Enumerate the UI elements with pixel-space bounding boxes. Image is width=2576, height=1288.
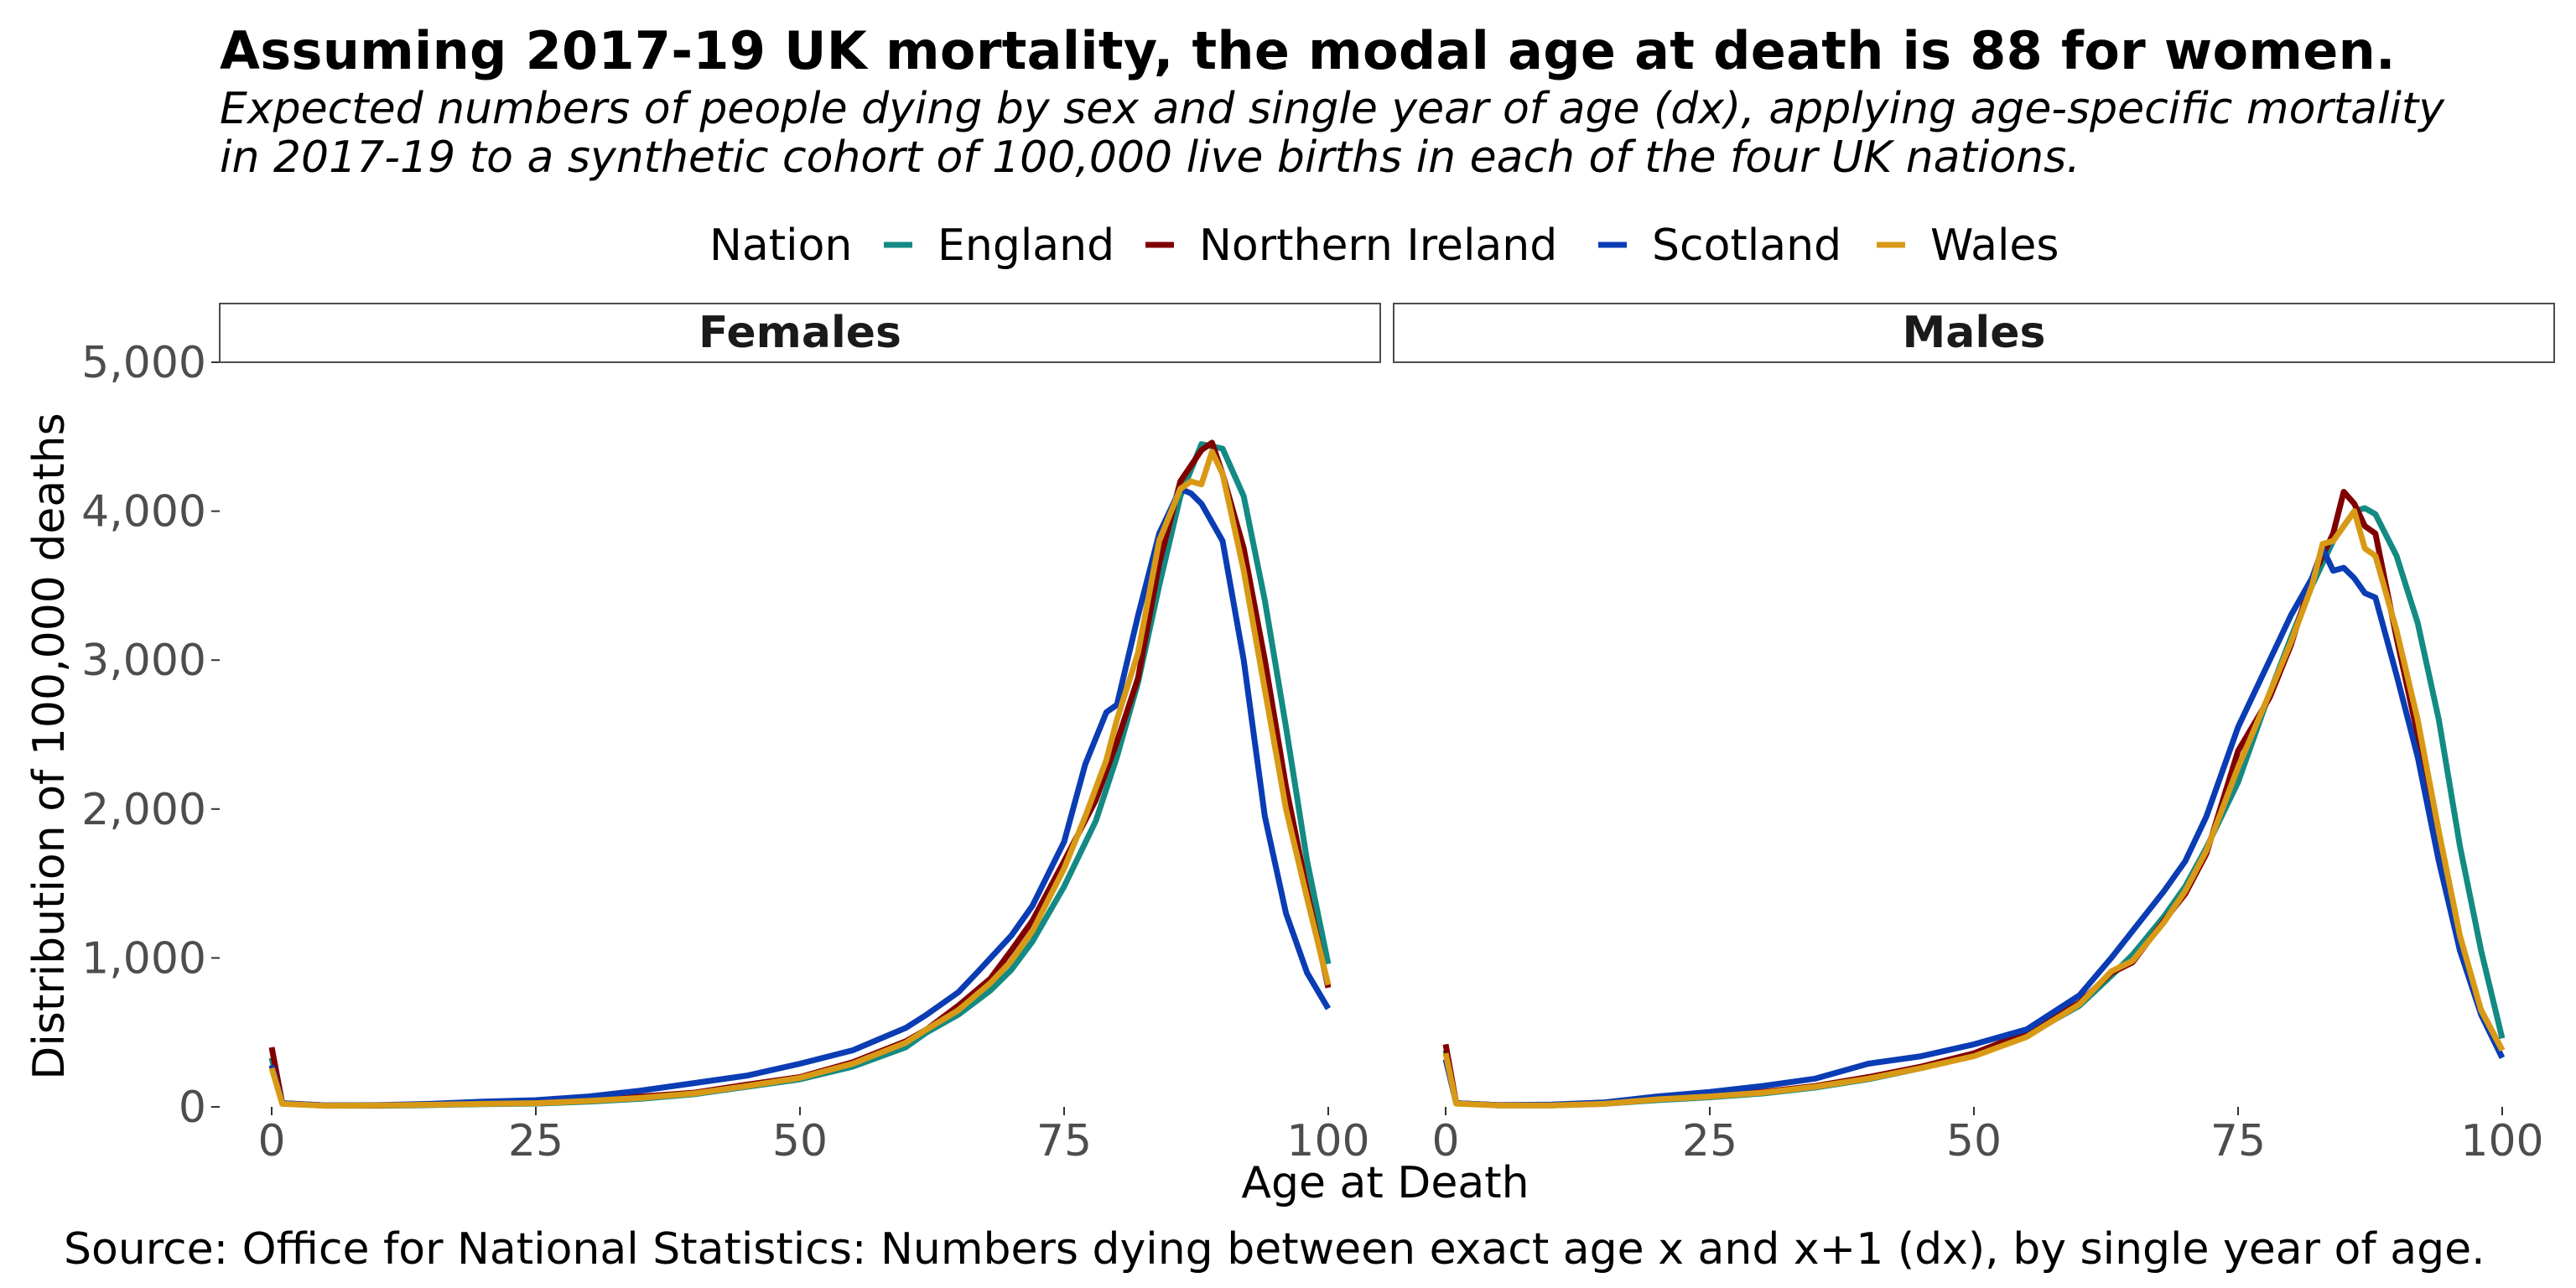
panels: Females 0 25 50 75 100 Males 0 25 50 75 100: [219, 303, 2555, 1166]
x-tick-label: 25: [508, 1116, 564, 1166]
chart-title: Assuming 2017-19 UK mortality, the modal…: [220, 20, 2396, 81]
x-tick-label: 100: [1286, 1116, 1369, 1166]
panel-males: Males 0 25 50 75 100: [1393, 303, 2555, 1166]
legend-label-northern-ireland: Northern Ireland: [1199, 221, 1557, 271]
facet-strip: [219, 303, 1381, 363]
series-line-wales: [1442, 508, 2506, 1109]
series-line-scotland: [1442, 545, 2506, 1109]
facet-strip-label: Males: [1903, 308, 2046, 358]
y-tick-label: 4,000: [81, 487, 206, 538]
y-tick-label: 2,000: [81, 785, 206, 835]
legend-label-scotland: Scotland: [1652, 221, 1841, 271]
x-tick-label: 50: [772, 1116, 828, 1166]
facet-strip: [1393, 303, 2555, 363]
y-tick-label: 1,000: [81, 933, 206, 984]
y-axis-label: Distribution of 100,000 deaths: [24, 413, 75, 1079]
y-axis: 0 1,000 2,000 3,000 4,000 5,000: [81, 338, 220, 1133]
x-tick-label: 0: [257, 1116, 285, 1166]
panel-females: Females 0 25 50 75 100: [219, 303, 1381, 1166]
x-tick-label: 0: [1431, 1116, 1459, 1166]
facet-strip-label: Females: [699, 308, 901, 358]
y-tick-label: 5,000: [81, 338, 206, 388]
series-line-northern-ireland: [1442, 489, 2506, 1109]
legend: Nation England Northern Ireland Scotland Wal…: [709, 221, 2059, 271]
x-tick-label: 50: [1946, 1116, 2002, 1166]
chart-subtitle-line-2: in 2017-19 to a synthetic cohort of 100,…: [220, 132, 2080, 183]
chart-subtitle-line-1: Expected numbers of people dying by sex …: [220, 84, 2445, 134]
series-line-england: [1442, 505, 2506, 1109]
series-line-scotland: [268, 486, 1332, 1109]
series-line-wales: [268, 449, 1332, 1109]
chart-caption: Source: Office for National Statistics: …: [64, 1224, 2485, 1275]
y-tick-label: 0: [179, 1083, 206, 1133]
x-tick-label: 75: [2210, 1116, 2266, 1166]
x-tick-label: 25: [1682, 1116, 1737, 1166]
series-line-england: [268, 441, 1332, 1109]
legend-label-wales: Wales: [1930, 221, 2059, 271]
legend-label-england: England: [937, 221, 1114, 271]
x-tick-label: 100: [2460, 1116, 2543, 1166]
x-axis-label: Age at Death: [1241, 1158, 1529, 1208]
x-tick-label: 75: [1036, 1116, 1092, 1166]
y-tick-label: 3,000: [81, 636, 206, 686]
legend-title: Nation: [709, 221, 852, 271]
